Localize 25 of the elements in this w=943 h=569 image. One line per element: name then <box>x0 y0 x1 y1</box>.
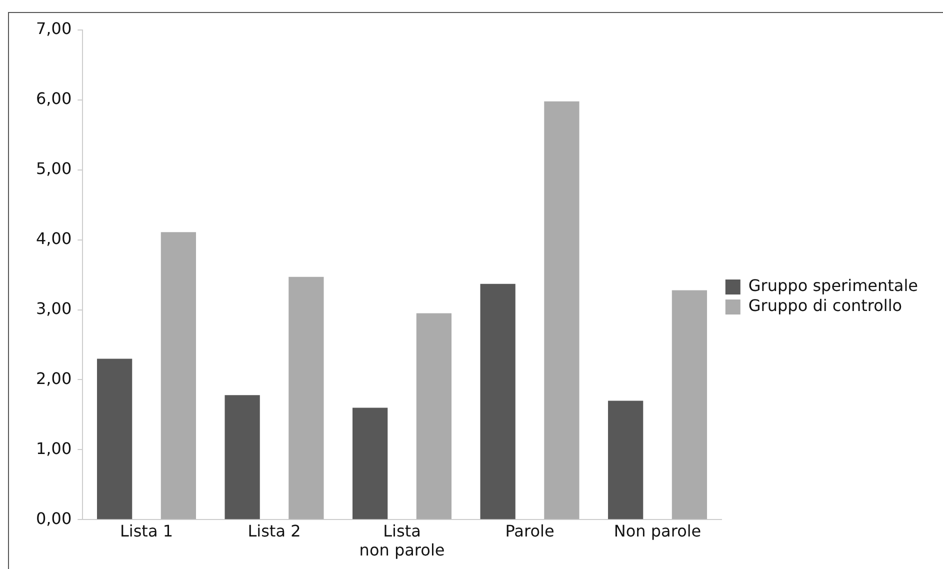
bar <box>608 400 644 520</box>
bar <box>224 395 260 520</box>
y-tick-label: 2,00 <box>36 368 72 388</box>
x-tick-label: Lista 1 <box>120 521 174 540</box>
bar <box>160 232 196 520</box>
x-tick-label: Lista non parole <box>359 521 445 560</box>
x-tick-label: Parole <box>505 521 554 540</box>
x-tick-label: Non parole <box>614 521 702 540</box>
bar <box>480 284 516 520</box>
bar <box>416 313 452 520</box>
y-tick-label: 5,00 <box>36 159 72 178</box>
y-tick-label: 0,00 <box>36 508 72 528</box>
bar <box>672 290 708 520</box>
y-tick-label: 1,00 <box>36 438 72 458</box>
legend-label: Gruppo di controllo <box>748 296 902 316</box>
bar <box>544 101 580 520</box>
y-tick-label: 3,00 <box>36 298 72 318</box>
bar <box>352 408 388 520</box>
y-tick-label: 7,00 <box>36 19 72 38</box>
y-tick-label: 6,00 <box>36 89 72 108</box>
bar <box>288 276 324 520</box>
x-tick-label: Lista 2 <box>248 521 301 540</box>
y-tick-label: 4,00 <box>36 228 72 248</box>
bar <box>97 358 132 520</box>
legend-label: Gruppo sperimentale <box>748 276 918 296</box>
